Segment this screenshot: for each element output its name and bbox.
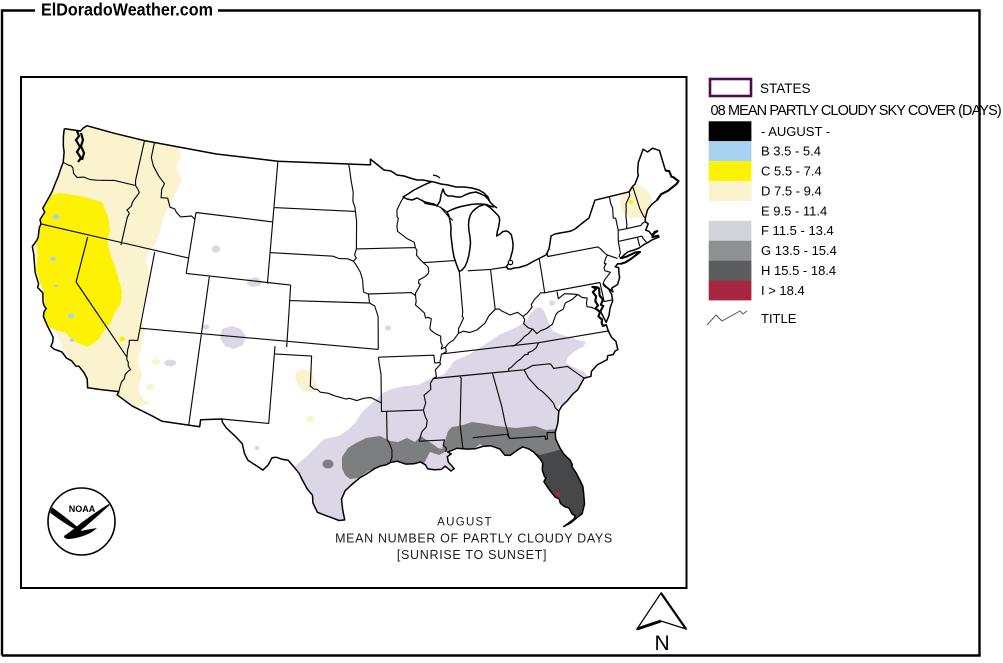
- svg-text:ElDoradoWeather.com: ElDoradoWeather.com: [41, 0, 213, 19]
- svg-text:NOAA: NOAA: [69, 504, 96, 514]
- svg-text:E 9.5 - 11.4: E 9.5 - 11.4: [761, 203, 827, 218]
- svg-text:B 3.5 - 5.4: B 3.5 - 5.4: [761, 144, 821, 159]
- svg-text:STATES: STATES: [760, 81, 811, 96]
- svg-text:08 MEAN PARTLY CLOUDY SKY COVE: 08 MEAN PARTLY CLOUDY SKY COVER (DAYS): [711, 103, 1001, 119]
- svg-text:- AUGUST -: - AUGUST -: [761, 124, 830, 139]
- svg-text:TITLE: TITLE: [761, 311, 797, 326]
- svg-text:G 13.5 - 15.4: G 13.5 - 15.4: [761, 243, 837, 258]
- svg-text:N: N: [655, 632, 670, 655]
- svg-text:[SUNRISE TO SUNSET]: [SUNRISE TO SUNSET]: [397, 548, 547, 562]
- svg-text:H 15.5 - 18.4: H 15.5 - 18.4: [761, 263, 836, 278]
- svg-text:I > 18.4: I > 18.4: [761, 283, 805, 298]
- svg-text:D 7.5 - 9.4: D 7.5 - 9.4: [761, 183, 822, 198]
- svg-text:F 11.5 - 13.4: F 11.5 - 13.4: [761, 223, 834, 238]
- svg-text:C 5.5 - 7.4: C 5.5 - 7.4: [761, 164, 822, 179]
- svg-text:AUGUST: AUGUST: [437, 517, 493, 529]
- svg-text:MEAN NUMBER OF PARTLY CLOUDY D: MEAN NUMBER OF PARTLY CLOUDY DAYS: [335, 532, 613, 546]
